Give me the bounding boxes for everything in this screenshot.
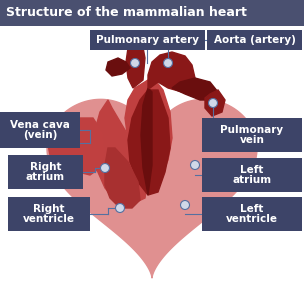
- Polygon shape: [93, 100, 148, 205]
- FancyBboxPatch shape: [202, 158, 302, 192]
- Circle shape: [191, 160, 199, 170]
- Polygon shape: [148, 52, 195, 92]
- FancyBboxPatch shape: [202, 197, 302, 231]
- Polygon shape: [141, 88, 152, 195]
- Polygon shape: [128, 90, 170, 195]
- FancyBboxPatch shape: [0, 0, 304, 26]
- Text: ventricle: ventricle: [23, 214, 75, 224]
- Text: Vena cava: Vena cava: [10, 120, 70, 130]
- Text: Right: Right: [30, 162, 61, 172]
- Circle shape: [116, 204, 125, 212]
- Text: ventricle: ventricle: [226, 214, 278, 224]
- Text: Left: Left: [240, 165, 264, 175]
- Text: atrium: atrium: [233, 175, 271, 185]
- Circle shape: [50, 138, 60, 148]
- FancyBboxPatch shape: [202, 118, 302, 152]
- Polygon shape: [48, 135, 75, 160]
- Circle shape: [181, 201, 189, 209]
- Text: Aorta (artery): Aorta (artery): [214, 35, 295, 45]
- Circle shape: [209, 99, 217, 107]
- FancyBboxPatch shape: [90, 30, 205, 50]
- FancyBboxPatch shape: [8, 197, 90, 231]
- Circle shape: [130, 58, 140, 68]
- Text: atrium: atrium: [26, 172, 65, 182]
- FancyBboxPatch shape: [0, 112, 80, 148]
- Text: (vein): (vein): [23, 130, 57, 140]
- Text: Structure of the mammalian heart: Structure of the mammalian heart: [6, 6, 247, 19]
- Circle shape: [164, 58, 172, 68]
- Polygon shape: [125, 80, 172, 182]
- Text: Pulmonary: Pulmonary: [220, 125, 284, 135]
- Polygon shape: [172, 78, 218, 100]
- Polygon shape: [47, 99, 257, 278]
- FancyBboxPatch shape: [207, 30, 302, 50]
- Text: Left: Left: [240, 204, 264, 214]
- Polygon shape: [106, 58, 130, 76]
- Text: vein: vein: [240, 135, 264, 145]
- Circle shape: [101, 163, 109, 173]
- Polygon shape: [68, 118, 105, 175]
- Polygon shape: [105, 148, 140, 208]
- FancyBboxPatch shape: [8, 155, 83, 189]
- Text: Right: Right: [33, 204, 65, 214]
- Text: Pulmonary artery: Pulmonary artery: [96, 35, 199, 45]
- Polygon shape: [126, 40, 145, 88]
- Polygon shape: [205, 90, 225, 116]
